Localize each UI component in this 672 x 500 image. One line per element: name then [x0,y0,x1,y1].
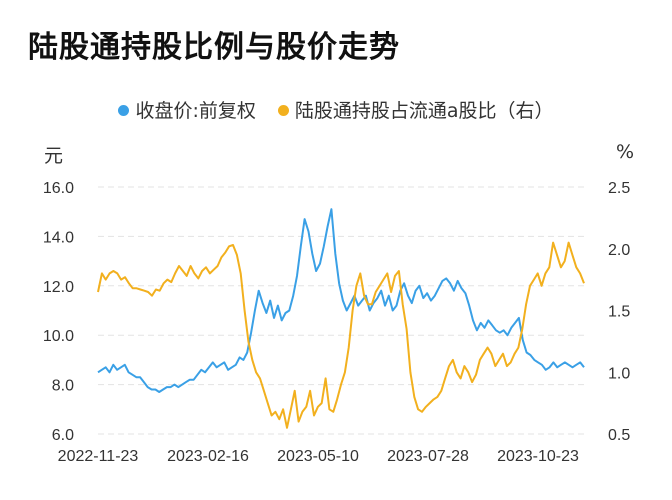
y-left-tick-label: 6.0 [52,427,74,444]
y-right-tick-label: 0.5 [608,427,630,444]
legend-dot-price-icon [118,105,130,116]
x-tick-label: 2023-10-23 [497,448,579,465]
legend-item-price[interactable]: 收盘价:前复权 [118,96,256,123]
right-axis-unit: % [616,141,635,163]
series-line-holding [97,241,585,429]
series-line-price [97,208,585,393]
y-right-tick-label: 2.5 [608,180,630,197]
legend-label-price: 收盘价:前复权 [135,100,256,122]
y-right-tick-label: 2.0 [608,242,630,259]
y-left-tick-label: 12.0 [43,279,74,296]
y-left-tick-label: 10.0 [43,328,74,345]
chart-legend: 收盘价:前复权 陆股通持股占流通a股比（右） [0,96,672,123]
legend-item-holding[interactable]: 陆股通持股占流通a股比（右） [277,96,554,123]
x-tick-label: 2022-11-23 [58,448,139,465]
y-right-tick-label: 1.5 [608,304,630,321]
left-axis-unit: 元 [44,145,64,167]
x-tick-label: 2023-07-28 [387,448,469,465]
x-tick-label: 2023-02-16 [167,448,249,465]
legend-label-holding: 陆股通持股占流通a股比（右） [294,100,554,122]
legend-dot-holding-icon [277,105,289,116]
y-left-tick-label: 16.0 [43,180,74,197]
y-left-tick-label: 8.0 [52,378,74,395]
x-tick-label: 2023-05-10 [277,448,359,465]
y-right-tick-label: 1.0 [608,365,630,382]
chart-title: 陆股通持股比例与股价走势 [28,30,400,65]
y-left-tick-label: 14.0 [43,229,74,246]
